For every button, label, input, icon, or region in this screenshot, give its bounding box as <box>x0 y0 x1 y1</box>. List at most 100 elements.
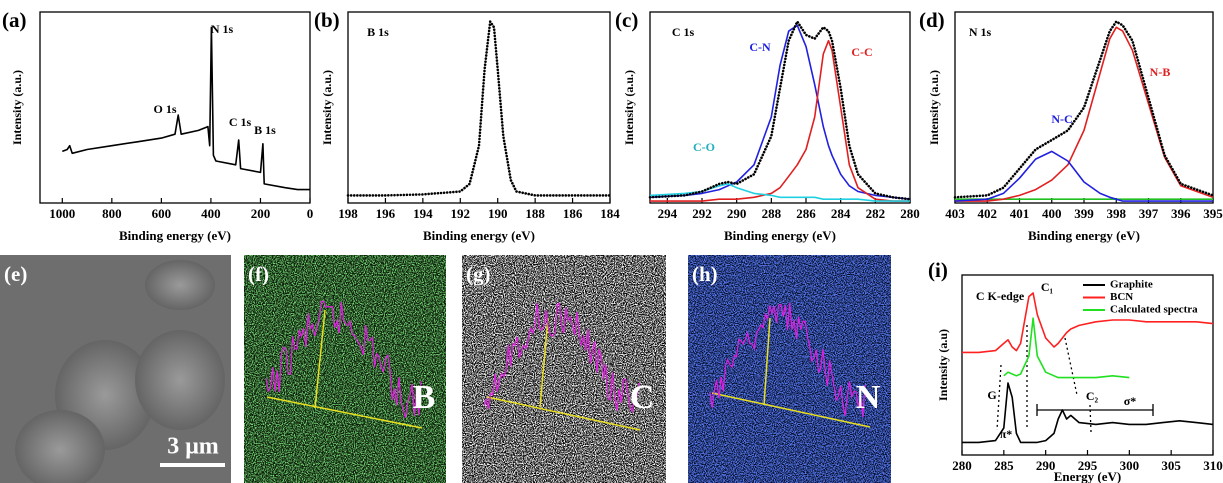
element-label: B <box>413 379 436 416</box>
particle <box>145 260 215 310</box>
annotation: B 1s <box>367 25 389 39</box>
x-tick-label: 294 <box>658 206 678 221</box>
x-tick-label: 300 <box>1120 458 1140 473</box>
chart-panel: (a) 1000 800 600 400 200 0 Binding energy (eV) I… <box>2 8 313 243</box>
line-scan <box>709 302 866 418</box>
x-tick-label: 192 <box>451 206 471 221</box>
x-tick-label: 282 <box>866 206 886 221</box>
annotation: C₂ <box>1086 389 1099 403</box>
x-tick-label: 188 <box>525 206 545 221</box>
x-tick-label: 285 <box>994 458 1014 473</box>
annotation: B 1s <box>254 123 276 137</box>
x-tick-label: 290 <box>1036 458 1056 473</box>
map-n-noise <box>688 255 891 483</box>
line-scan <box>483 302 640 414</box>
map-b-noise <box>244 255 446 483</box>
annotation: σ* <box>1124 394 1137 408</box>
series-line <box>953 20 1215 199</box>
x-tick-label: 396 <box>1171 206 1191 221</box>
element-label: C <box>630 379 655 416</box>
x-tick-label: 284 <box>831 206 851 221</box>
annotation: π* <box>1000 427 1013 441</box>
x-tick-label: 401 <box>1010 206 1030 221</box>
map-c-noise <box>462 255 666 483</box>
annotation: N 1s <box>969 25 992 39</box>
x-tick-label: 310 <box>1203 458 1223 473</box>
x-tick-label: 280 <box>900 206 920 221</box>
annotation: N 1s <box>211 22 234 36</box>
scale-bar-label: 3 μm <box>167 434 219 460</box>
chart-panel: (c) 294 292 290 288 286 284 282 280 Binding energ… <box>615 8 920 243</box>
x-tick-label: 190 <box>488 206 508 221</box>
x-tick-label: 196 <box>376 206 396 221</box>
x-tick-label: 184 <box>600 206 620 221</box>
annotation: O 1s <box>153 102 176 116</box>
annotation: C-O <box>693 140 715 154</box>
chart-panel: (d) 403 402 401 400 399 398 397 396 395 Binding en… <box>919 8 1223 243</box>
x-tick-label: 399 <box>1074 206 1094 221</box>
plot-frame <box>649 11 911 204</box>
legend-label: BCN <box>1110 291 1133 303</box>
x-tick-label: 186 <box>563 206 583 221</box>
micrographs <box>0 255 891 483</box>
line-scan <box>265 300 422 419</box>
x-tick-label: 800 <box>102 206 122 221</box>
x-tick-label: 398 <box>1107 206 1127 221</box>
chart-panel: (b) 198 196 194 192 190 188 186 184 Binding energ… <box>314 8 620 243</box>
x-tick-label: 286 <box>796 206 816 221</box>
annotation: N-B <box>1150 65 1171 79</box>
x-axis-title: Energy (eV) <box>1054 469 1122 483</box>
element-label: N <box>856 379 881 416</box>
panel-label: (c) <box>615 8 638 32</box>
series-line <box>962 292 1214 354</box>
y-axis-title: Intensity (a.u.) <box>927 70 941 145</box>
x-tick-label: 402 <box>978 206 998 221</box>
panel-label: (d) <box>919 8 945 32</box>
series-line <box>648 20 912 201</box>
x-tick-label: 397 <box>1139 206 1159 221</box>
panel-label: (e) <box>4 262 27 286</box>
x-axis-title: Binding energy (eV) <box>1028 228 1140 243</box>
x-tick-label: 292 <box>692 206 712 221</box>
x-tick-label: 400 <box>1042 206 1062 221</box>
annotation: C K-edge <box>976 289 1025 303</box>
annotation: C 1s <box>672 25 695 39</box>
annotation: N-C <box>1051 112 1072 126</box>
panel-label: (a) <box>2 8 27 32</box>
x-tick-label: 194 <box>413 206 433 221</box>
x-tick-label: 1000 <box>49 206 75 221</box>
x-tick-label: 288 <box>762 206 782 221</box>
series-line <box>62 26 310 191</box>
annotation: C-C <box>851 45 872 59</box>
panel-label: (h) <box>692 262 718 286</box>
series-line <box>1003 317 1130 379</box>
y-axis-title: Intensity (a.u.) <box>320 70 334 145</box>
particle <box>15 410 105 483</box>
x-axis-title: Binding energy (eV) <box>724 228 836 243</box>
annotation: C-N <box>749 40 771 54</box>
plot-frame <box>39 11 311 204</box>
x-tick-label: 305 <box>1161 458 1181 473</box>
series-line <box>955 26 1214 202</box>
annotation: C 1s <box>229 115 252 129</box>
panel-label: (b) <box>314 8 340 32</box>
x-tick-label: 400 <box>201 206 221 221</box>
legend-label: Calculated spectra <box>1110 304 1198 316</box>
series-line <box>346 20 612 197</box>
panel-label: (i) <box>928 258 948 282</box>
x-tick-label: 295 <box>1078 458 1098 473</box>
panel-label: (f) <box>248 262 269 286</box>
panel-label: (g) <box>466 262 491 286</box>
eels-guides <box>996 325 1154 433</box>
annotation: G <box>987 388 996 402</box>
series-line <box>649 183 910 202</box>
y-axis-title: Intensity (a.u.) <box>622 70 636 145</box>
y-axis-title: Intensity (a.u.) <box>10 70 24 145</box>
x-tick-label: 403 <box>945 206 965 221</box>
x-tick-label: 198 <box>338 206 358 221</box>
x-axis-title: Binding energy (eV) <box>423 228 535 243</box>
x-tick-label: 290 <box>727 206 747 221</box>
series-line <box>649 24 911 200</box>
series-line <box>650 39 910 202</box>
